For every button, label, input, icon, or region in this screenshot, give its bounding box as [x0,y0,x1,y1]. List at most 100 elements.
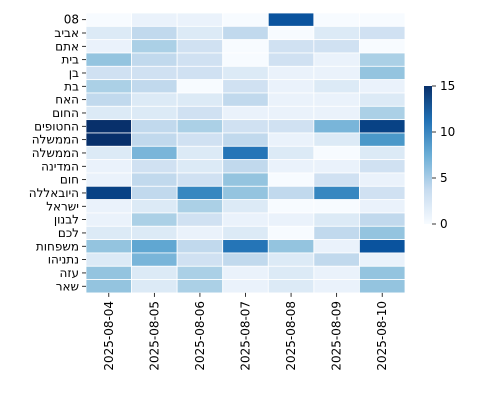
heatmap-cell [176,12,224,27]
heatmap-cell [85,79,132,94]
heatmap-cell [267,105,315,121]
heatmap-cell [131,212,178,227]
heatmap-cell [131,252,178,267]
heatmap-cell [267,239,315,254]
heatmap-cell [131,145,178,161]
heatmap-cell [313,132,360,147]
heatmap-cell [176,185,224,201]
heatmap-cell [222,79,269,94]
heatmap-cell [222,105,269,121]
heatmap-cell [222,265,269,280]
heatmap-cell [313,172,360,187]
heatmap-cell [222,12,269,27]
heatmap-cell [85,65,132,81]
heatmap-cell [85,105,132,121]
heatmap-cell [359,132,406,147]
heatmap-cell [176,199,224,214]
y-tick-label: החטופים [34,119,79,133]
heatmap-cell [176,25,224,41]
heatmap-cell [85,265,132,280]
heatmap-cell [313,199,360,214]
heatmap-cell [359,105,406,121]
x-tick-labels: 2025-08-04 2025-08-05 2025-08-06 2025-08-07… [102,292,389,371]
heatmap-cell [131,265,178,280]
x-tick-label: 2025-08-10 [375,301,389,371]
heatmap-cell [359,225,406,241]
heatmap-cell [222,239,269,254]
x-tick-label: 2025-08-09 [330,301,344,371]
heatmap-cell [359,145,406,161]
heatmap-cell [176,132,224,147]
y-tick-label: בת [64,79,79,93]
heatmap-cell [85,199,132,214]
heatmap-cell [267,132,315,147]
heatmap-cell [313,65,360,81]
heatmap-cell [267,212,315,227]
heatmap-cell [222,92,269,107]
heatmap-cell [222,25,269,41]
heatmap-cell [267,12,315,27]
heatmap-cell [131,239,178,254]
x-tick-label: 2025-08-07 [238,301,252,371]
heatmap-cell [176,239,224,254]
y-tick-label: לכם [58,226,79,240]
y-tick-label: בית [61,53,79,67]
heatmap-cell [131,199,178,214]
heatmap-cell [131,79,178,94]
heatmap-cell [267,25,315,41]
heatmap-cell [85,25,132,41]
heatmap-cell [85,225,132,241]
colorbar-tick-label: 0 [440,217,448,231]
y-tick-label: הממשלה [32,133,79,147]
y-tick-label: 08 [64,13,79,27]
heatmap-cell [222,52,269,67]
y-tick-label: האח [55,93,79,107]
heatmap-cell [313,212,360,227]
heatmap-cell [359,119,406,134]
y-tick-label: נתניהו [48,253,79,267]
heatmap-cell [222,172,269,187]
y-tick-label: החום [52,106,79,120]
heatmap-cell [313,39,360,54]
y-tick-label: לבנון [54,213,79,227]
heatmap-cell [85,12,132,27]
heatmap-cell [222,199,269,214]
heatmap-cell [267,225,315,241]
heatmap-cell [359,52,406,67]
heatmap-cell [131,225,178,241]
heatmap-cell [222,279,269,294]
heatmap-cell [313,79,360,94]
heatmap-cell [176,52,224,67]
heatmap-cell [222,119,269,134]
colorbar-tick-label: 5 [440,171,448,185]
heatmap-cell [267,159,315,174]
heatmap-cell [176,79,224,94]
heatmap-cell [313,225,360,241]
heatmap-cell [131,65,178,81]
heatmap-cell [313,159,360,174]
heatmap-cell [85,159,132,174]
y-tick-label: בן [69,66,79,80]
heatmap-cell [267,252,315,267]
heatmap-cell [131,105,178,121]
heatmap-cell [176,39,224,54]
heatmap-cell [131,185,178,201]
heatmap-cell [85,39,132,54]
heatmap-cell [359,239,406,254]
heatmap-cell [313,52,360,67]
heatmap-cells [85,12,406,294]
heatmap-cell [267,39,315,54]
heatmap-cell [359,199,406,214]
heatmap-cell [176,279,224,294]
heatmap-cell [85,92,132,107]
y-tick-label: הממשלה [32,146,79,160]
heatmap-cell [267,79,315,94]
heatmap-cell [131,132,178,147]
heatmap-cell [267,119,315,134]
heatmap-cell [267,279,315,294]
heatmap-cell [222,252,269,267]
heatmap-cell [85,185,132,201]
heatmap-cell [85,279,132,294]
heatmap-cell [85,212,132,227]
x-tick-label: 2025-08-06 [193,301,207,371]
